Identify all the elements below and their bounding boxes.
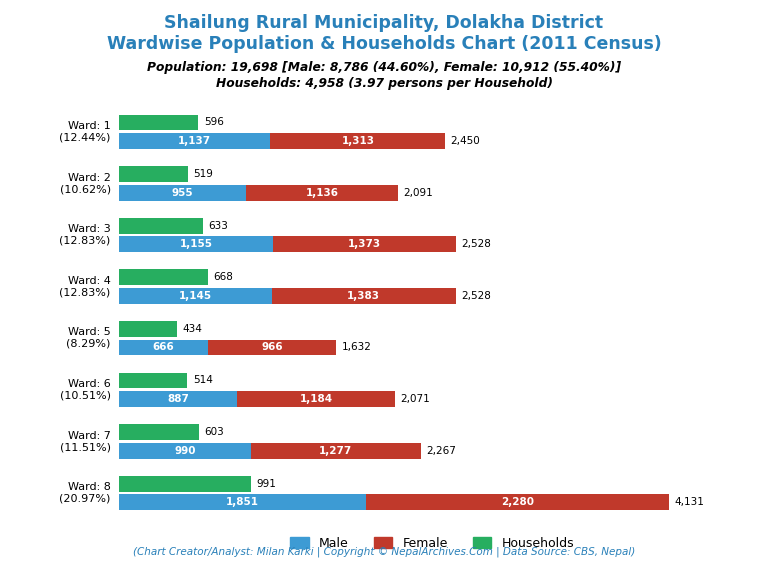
Text: 603: 603 — [204, 427, 224, 437]
Text: 990: 990 — [174, 445, 196, 456]
Text: 2,280: 2,280 — [501, 497, 534, 508]
Text: 1,383: 1,383 — [347, 291, 380, 301]
Text: 1,373: 1,373 — [348, 240, 381, 249]
Text: 2,267: 2,267 — [426, 445, 456, 456]
Bar — [119, 321, 177, 337]
Text: 1,145: 1,145 — [179, 291, 212, 301]
Text: 434: 434 — [182, 324, 202, 334]
Text: 633: 633 — [209, 220, 229, 231]
Text: 2,071: 2,071 — [400, 394, 430, 404]
Text: 887: 887 — [167, 394, 189, 404]
Text: 2,091: 2,091 — [403, 188, 432, 198]
Bar — [119, 166, 188, 182]
Bar — [119, 237, 273, 252]
Bar — [119, 391, 237, 407]
Text: 666: 666 — [153, 343, 174, 353]
Text: 519: 519 — [194, 169, 214, 179]
Bar — [270, 133, 445, 149]
Text: 1,632: 1,632 — [342, 343, 372, 353]
Text: 1,155: 1,155 — [180, 240, 213, 249]
Bar — [119, 372, 187, 389]
Text: 4,131: 4,131 — [674, 497, 704, 508]
Bar — [119, 115, 198, 130]
Text: Population: 19,698 [Male: 8,786 (44.60%), Female: 10,912 (55.40%)]: Population: 19,698 [Male: 8,786 (44.60%)… — [147, 61, 621, 74]
Bar — [247, 185, 398, 201]
Bar — [119, 476, 251, 491]
Bar — [119, 133, 270, 149]
Text: 1,277: 1,277 — [319, 445, 353, 456]
Bar — [207, 340, 336, 356]
Text: 514: 514 — [193, 375, 213, 386]
Text: Households: 4,958 (3.97 persons per Household): Households: 4,958 (3.97 persons per Hous… — [216, 77, 552, 89]
Text: 1,184: 1,184 — [300, 394, 333, 404]
Bar — [119, 424, 200, 440]
Text: 991: 991 — [257, 478, 276, 488]
Bar — [119, 443, 251, 459]
Bar — [119, 494, 366, 510]
Bar — [237, 391, 395, 407]
Text: 1,137: 1,137 — [178, 136, 211, 146]
Bar — [119, 288, 272, 304]
Text: 2,528: 2,528 — [461, 240, 491, 249]
Text: (Chart Creator/Analyst: Milan Karki | Copyright © NepalArchives.Com | Data Sourc: (Chart Creator/Analyst: Milan Karki | Co… — [133, 547, 635, 557]
Legend: Male, Female, Households: Male, Female, Households — [285, 532, 579, 555]
Bar — [273, 237, 455, 252]
Text: Wardwise Population & Households Chart (2011 Census): Wardwise Population & Households Chart (… — [107, 35, 661, 53]
Text: 668: 668 — [214, 272, 233, 282]
Text: 955: 955 — [172, 188, 194, 198]
Bar — [366, 494, 669, 510]
Bar — [119, 185, 247, 201]
Text: 2,450: 2,450 — [451, 136, 481, 146]
Text: 1,313: 1,313 — [342, 136, 374, 146]
Text: 1,136: 1,136 — [306, 188, 339, 198]
Text: 966: 966 — [261, 343, 283, 353]
Text: 1,851: 1,851 — [226, 497, 259, 508]
Bar — [119, 218, 204, 234]
Text: 596: 596 — [204, 118, 223, 128]
Bar — [251, 443, 421, 459]
Bar — [272, 288, 455, 304]
Bar — [119, 269, 208, 285]
Bar — [119, 340, 207, 356]
Text: Shailung Rural Municipality, Dolakha District: Shailung Rural Municipality, Dolakha Dis… — [164, 14, 604, 32]
Text: 2,528: 2,528 — [461, 291, 491, 301]
